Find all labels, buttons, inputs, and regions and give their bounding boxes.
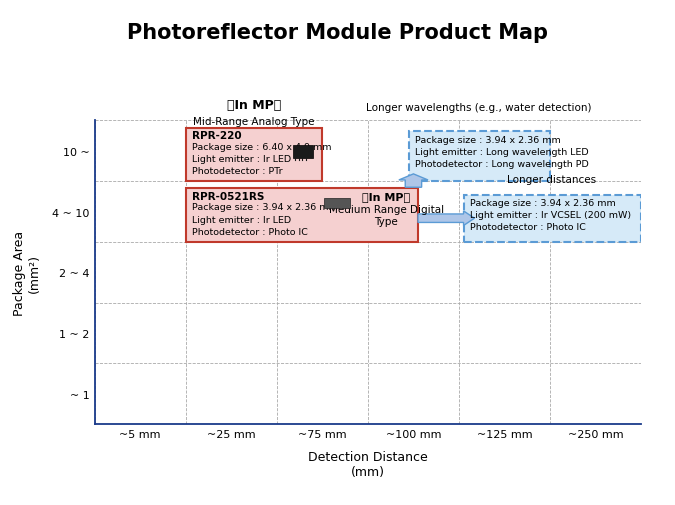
Text: Package size : 3.94 x 2.36 mm
Light emitter : Ir VCSEL (200 mW)
Photodetector : : Package size : 3.94 x 2.36 mm Light emit…	[470, 199, 631, 232]
Text: Photoreflector Module Product Map: Photoreflector Module Product Map	[127, 23, 548, 43]
Text: Package size : 3.94 x 2.36 mm
Light emitter : Long wavelength LED
Photodetector : Package size : 3.94 x 2.36 mm Light emit…	[415, 136, 589, 169]
FancyArrow shape	[399, 175, 428, 188]
Y-axis label: Package Area
(mm²): Package Area (mm²)	[13, 230, 41, 315]
Text: RPR-0521RS: RPR-0521RS	[192, 191, 265, 201]
Text: Package size : 3.94 x 2.36 mm
Light emitter : Ir LED
Photodetector : Photo IC: Package size : 3.94 x 2.36 mm Light emit…	[192, 203, 338, 236]
Text: Longer wavelengths (e.g., water detection): Longer wavelengths (e.g., water detectio…	[367, 103, 592, 113]
FancyArrow shape	[418, 212, 475, 226]
Text: Package size : 6.40 x 4.9 mm
Light emitter : Ir LED
Photodetector : PTr: Package size : 6.40 x 4.9 mm Light emitt…	[192, 142, 331, 176]
Bar	[409, 132, 550, 182]
Bar	[324, 199, 350, 209]
Bar	[186, 128, 323, 182]
Bar	[464, 195, 641, 242]
X-axis label: Detection Distance
(mm): Detection Distance (mm)	[308, 450, 428, 478]
Text: 【In MP】: 【In MP】	[362, 191, 410, 201]
Text: Medium Range Digital
Type: Medium Range Digital Type	[329, 205, 443, 226]
Bar	[293, 145, 313, 159]
Text: Longer distances: Longer distances	[508, 175, 597, 185]
Text: 【In MP】: 【In MP】	[227, 98, 281, 112]
Bar	[186, 189, 418, 242]
Text: RPR-220: RPR-220	[192, 131, 242, 141]
Text: Mid-Range Analog Type: Mid-Range Analog Type	[193, 116, 315, 126]
